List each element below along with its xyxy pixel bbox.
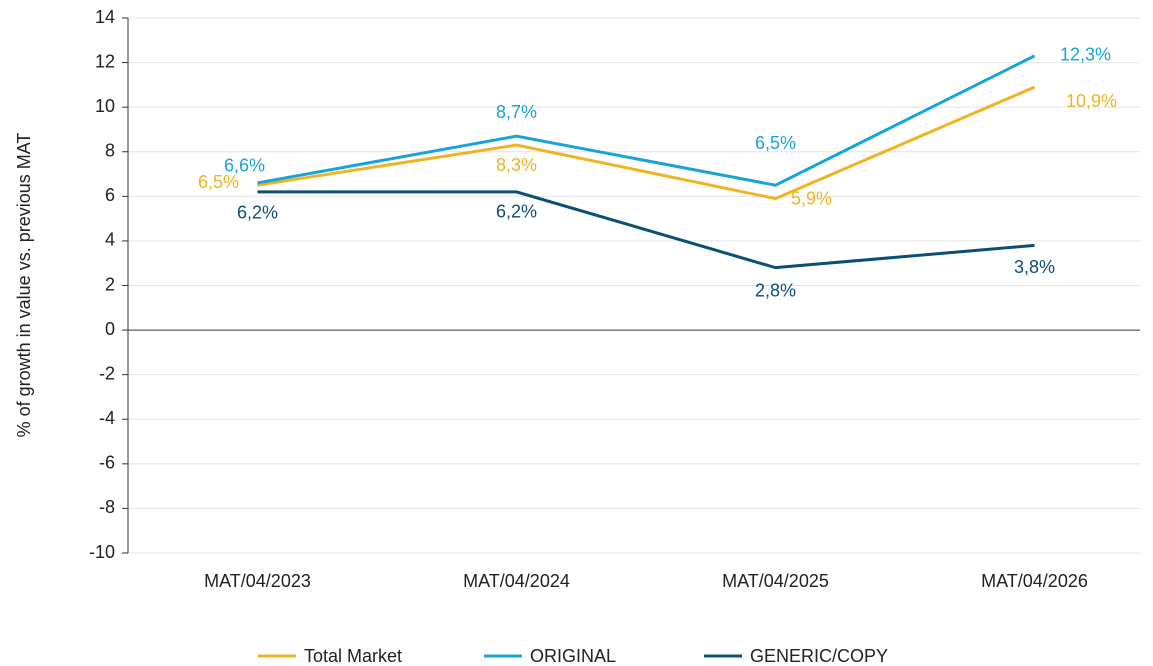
legend-label: Total Market [304, 646, 402, 666]
data-label: 5,9% [791, 188, 832, 208]
data-label: 8,3% [496, 155, 537, 175]
data-label: 6,2% [496, 202, 537, 222]
y-tick-label: 4 [105, 230, 115, 250]
x-tick-label: MAT/04/2024 [463, 571, 570, 591]
x-tick-label: MAT/04/2025 [722, 571, 829, 591]
data-label: 6,5% [755, 133, 796, 153]
x-tick-label: MAT/04/2026 [981, 571, 1088, 591]
y-tick-label: 6 [105, 185, 115, 205]
y-tick-label: 14 [95, 7, 115, 27]
data-label: 12,3% [1060, 45, 1111, 65]
data-label: 8,7% [496, 102, 537, 122]
data-label: 6,6% [224, 156, 265, 176]
y-tick-label: 10 [95, 96, 115, 116]
y-tick-label: 0 [105, 319, 115, 339]
y-tick-label: 2 [105, 274, 115, 294]
y-tick-label: -4 [99, 408, 115, 428]
y-tick-label: -8 [99, 497, 115, 517]
data-label: 2,8% [755, 280, 796, 300]
y-tick-label: 8 [105, 141, 115, 161]
y-axis-label: % of growth in value vs. previous MAT [14, 133, 34, 438]
y-tick-label: 12 [95, 51, 115, 71]
data-label: 3,8% [1014, 257, 1055, 277]
data-label: 6,2% [237, 203, 278, 223]
legend-label: GENERIC/COPY [750, 646, 888, 666]
legend-label: ORIGINAL [530, 646, 616, 666]
data-label: 10,9% [1066, 91, 1117, 111]
series-line [257, 85, 1036, 201]
y-tick-label: -2 [99, 363, 115, 383]
data-label: 6,5% [198, 172, 239, 192]
y-tick-label: -6 [99, 453, 115, 473]
series-line [257, 54, 1036, 187]
series-line [257, 190, 1035, 270]
x-tick-label: MAT/04/2023 [204, 571, 311, 591]
y-tick-label: -10 [89, 542, 115, 562]
